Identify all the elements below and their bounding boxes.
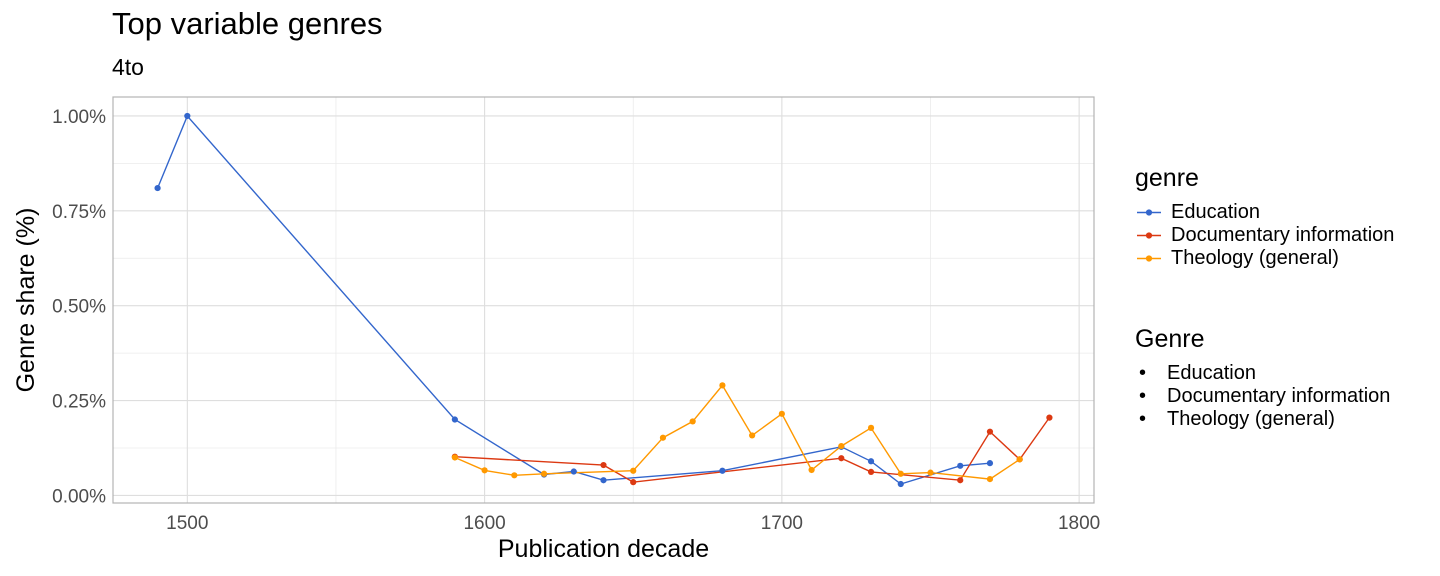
x-axis-title: Publication decade: [498, 535, 709, 563]
legend-label: Education: [1167, 362, 1256, 384]
series-line-0: [156, 114, 991, 485]
data-point: [451, 416, 458, 423]
data-point: [659, 434, 667, 441]
y-tick-label: 1.00%: [52, 107, 106, 128]
legend-label: Documentary information: [1171, 224, 1395, 246]
legend-item: • Documentary information: [1135, 385, 1390, 408]
legend-label: Theology (general): [1167, 408, 1335, 430]
y-axis-ticks: 0.00% 0.25% 0.50% 0.75% 1.00%: [52, 107, 106, 507]
data-point: [511, 472, 518, 479]
data-point: [689, 418, 696, 425]
data-point: [986, 428, 994, 435]
data-point: [630, 479, 637, 486]
legend-item: • Theology (general): [1135, 408, 1390, 431]
legend-item: Education: [1135, 201, 1394, 224]
chart-title: Top variable genres: [112, 6, 383, 41]
data-point: [867, 458, 875, 465]
x-tick-label: 1500: [166, 513, 208, 534]
chart-subtitle: 4to: [112, 54, 144, 80]
bullet-icon: •: [1139, 408, 1147, 430]
data-point: [1046, 414, 1053, 421]
data-point: [570, 468, 577, 475]
y-axis-title: Genre share (%): [12, 208, 40, 393]
legend-title: Genre: [1135, 325, 1205, 353]
data-point: [778, 410, 785, 417]
data-point: [986, 475, 994, 483]
legend-label: Education: [1171, 201, 1260, 223]
x-tick-label: 1700: [761, 513, 803, 534]
y-tick-label: 0.50%: [52, 297, 106, 318]
x-tick-label: 1600: [463, 513, 505, 534]
major-gridlines: [113, 97, 1094, 503]
legend-key: [1137, 255, 1161, 262]
bullet-icon: •: [1139, 385, 1147, 407]
data-point: [897, 480, 904, 488]
series-line-2: [454, 384, 1021, 480]
data-point: [749, 432, 756, 439]
y-tick-label: 0.00%: [52, 486, 106, 507]
data-point: [481, 467, 488, 474]
data-point: [986, 460, 994, 467]
bullet-icon: •: [1139, 362, 1147, 384]
data-point: [154, 184, 161, 192]
data-point: [540, 470, 548, 477]
legend-label: Documentary information: [1167, 385, 1391, 407]
data-point: [600, 477, 607, 484]
data-point: [897, 470, 904, 477]
y-tick-label: 0.75%: [52, 202, 106, 223]
series-points: [154, 112, 1053, 488]
x-tick-label: 1800: [1058, 513, 1100, 534]
plot-panel-border: [112, 96, 1095, 504]
x-axis-ticks: 1500 1600 1700 1800: [166, 513, 1100, 534]
legend-item: • Education: [1135, 362, 1390, 385]
legend-genre-bullets: Genre • Education • Documentary information…: [1135, 325, 1390, 431]
legend-key: [1137, 209, 1161, 216]
data-point: [451, 454, 458, 461]
minor-gridlines: [113, 97, 1094, 503]
data-point: [867, 468, 875, 475]
data-point: [957, 462, 964, 469]
y-tick-label: 0.25%: [52, 392, 106, 413]
data-point: [838, 455, 845, 462]
data-point: [867, 424, 875, 431]
legend-item: Documentary information: [1135, 224, 1394, 247]
data-point: [630, 467, 637, 474]
legend-item: Theology (general): [1135, 247, 1394, 270]
data-point: [957, 477, 964, 484]
data-point: [1016, 456, 1023, 463]
legend-title: genre: [1135, 164, 1199, 192]
data-point: [838, 442, 845, 450]
data-point: [184, 112, 191, 120]
data-point: [719, 382, 726, 389]
data-point: [927, 469, 934, 476]
legend-genre: genre Education Documentary information Th…: [1135, 164, 1394, 270]
data-point: [808, 466, 815, 474]
data-point: [600, 461, 607, 469]
legend-label: Theology (general): [1171, 247, 1339, 269]
legend-key: [1137, 232, 1161, 239]
data-point: [719, 467, 726, 474]
series-lines: [156, 114, 1050, 485]
